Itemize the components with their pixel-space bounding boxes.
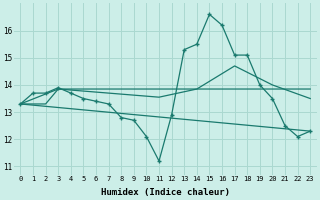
X-axis label: Humidex (Indice chaleur): Humidex (Indice chaleur) (101, 188, 230, 197)
